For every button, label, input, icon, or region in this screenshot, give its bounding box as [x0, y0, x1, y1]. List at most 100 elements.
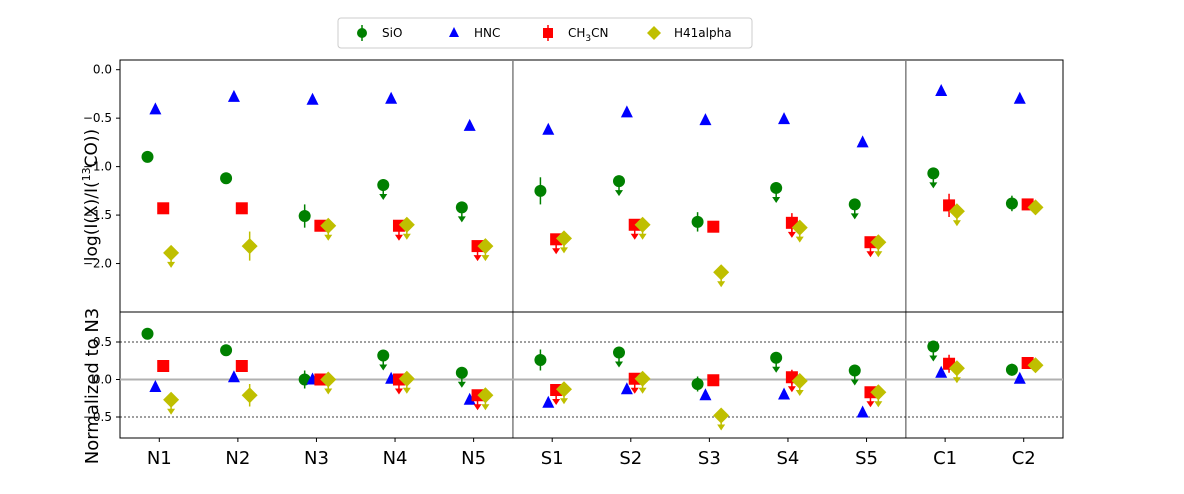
top-point-HNC-S4	[778, 112, 791, 125]
bottom-point-SiO-S5	[848, 364, 861, 377]
top-point-SiO-S4	[770, 181, 783, 194]
bottom-point-SiO-S3	[691, 378, 704, 390]
x-axis: N1 N2 N3 N4 N5 S1 S2 S3 S4 S5 C1 C2	[147, 438, 1036, 469]
top-point-SiO-C1	[927, 167, 940, 180]
top-point-CH3CN-N2	[235, 202, 248, 215]
top-point-H41alpha-S1	[555, 230, 572, 247]
top-point-SiO-N2	[220, 172, 233, 185]
bottom-point-SiO-S1	[534, 354, 547, 366]
legend-label-CH3CN: CH3CN	[568, 26, 609, 44]
top-ytick-label: −1.0	[83, 160, 112, 174]
bottom-point-SiO-C2	[1005, 363, 1018, 376]
top-point-H41alpha-S3	[713, 264, 730, 281]
bottom-point-H41alpha-N5	[477, 387, 494, 404]
bottom-point-H41alpha-N2	[241, 387, 258, 404]
bottom-point-HNC-S1	[542, 395, 555, 408]
top-panel-ylabel: log(I(X)/I(13CO))	[80, 129, 102, 261]
top-ytick-label: −1.5	[83, 208, 112, 222]
bottom-ytick-label: −0.5	[83, 410, 112, 424]
bottom-point-H41alpha-N3	[320, 371, 337, 388]
top-point-HNC-N1	[149, 102, 162, 115]
xtick-label-S1: S1	[541, 448, 564, 469]
bottom-point-H41alpha-C1	[948, 360, 965, 377]
bottom-point-CH3CN-S3	[707, 374, 720, 387]
bottom-point-HNC-N2	[227, 370, 240, 383]
xtick-label-S3: S3	[698, 448, 721, 469]
top-point-H41alpha-N5	[477, 238, 494, 255]
bottom-point-HNC-S5	[856, 405, 869, 418]
xtick-label-N4: N4	[383, 448, 408, 469]
bottom-panel-ylabel: Normalized to N3	[82, 308, 103, 465]
top-point-HNC-N2	[227, 89, 240, 102]
top-point-CH3CN-S3	[707, 220, 720, 233]
top-point-CH3CN-N1	[157, 202, 170, 215]
top-ytick-label: −2.0	[83, 257, 112, 271]
xtick-label-C1: C1	[933, 448, 957, 469]
bottom-point-CH3CN-N2	[235, 360, 248, 372]
bottom-point-HNC-N5	[463, 392, 476, 405]
xtick-label-C2: C2	[1012, 448, 1036, 469]
bottom-point-H41alpha-S3	[713, 407, 730, 424]
xtick-label-S2: S2	[619, 448, 642, 469]
legend-label-H41alpha: H41alpha	[674, 26, 732, 40]
legend-marker-HNC	[449, 27, 459, 37]
legend-marker-CH3CN	[543, 28, 553, 38]
bottom-point-HNC-S2	[620, 382, 633, 395]
top-point-H41alpha-S2	[634, 216, 651, 233]
legend-marker-SiO	[357, 28, 367, 38]
top-point-H41alpha-N3	[320, 217, 337, 234]
top-point-H41alpha-C2	[1027, 199, 1044, 216]
bottom-point-SiO-N1	[141, 327, 154, 340]
bottom-point-H41alpha-C2	[1027, 357, 1044, 374]
top-point-H41alpha-C1	[948, 203, 965, 220]
top-point-HNC-S3	[699, 113, 712, 126]
top-point-SiO-S5	[848, 198, 861, 211]
top-point-H41alpha-N1	[163, 244, 180, 261]
top-point-HNC-N3	[306, 92, 319, 105]
xtick-label-S4: S4	[777, 448, 800, 469]
top-ytick-label: −0.5	[83, 111, 112, 125]
bottom-point-HNC-N1	[149, 380, 162, 392]
top-point-H41alpha-S4	[791, 219, 808, 236]
bottom-panel-frame	[119, 311, 1064, 439]
top-point-HNC-N4	[385, 91, 398, 104]
bottom-point-SiO-S2	[613, 346, 626, 359]
bottom-ytick-label: 0.0	[93, 373, 112, 387]
bottom-point-H41alpha-S5	[870, 384, 887, 401]
bottom-ytick-label: 0.5	[93, 335, 112, 349]
bottom-point-HNC-C1	[935, 365, 948, 378]
legend-marker-H41alpha	[647, 26, 661, 40]
top-point-SiO-N5	[455, 201, 468, 214]
top-point-SiO-N1	[141, 150, 154, 163]
top-point-HNC-S5	[856, 135, 869, 148]
bottom-point-H41alpha-S2	[634, 370, 651, 387]
xtick-label-S5: S5	[855, 448, 878, 469]
bottom-point-CH3CN-C2	[1021, 357, 1034, 369]
bottom-point-SiO-N4	[377, 349, 390, 362]
top-point-SiO-S3	[691, 215, 704, 228]
top-point-H41alpha-N2	[241, 238, 258, 255]
xtick-label-N3: N3	[304, 448, 329, 469]
top-point-H41alpha-N4	[398, 216, 415, 233]
top-point-HNC-N5	[463, 118, 476, 131]
bottom-point-SiO-S4	[770, 351, 783, 364]
top-point-CH3CN-C2	[1021, 198, 1034, 211]
top-point-HNC-S2	[620, 105, 633, 118]
top-point-HNC-S1	[542, 122, 555, 135]
bottom-point-H41alpha-S4	[791, 373, 808, 389]
bottom-point-SiO-C1	[927, 340, 940, 353]
top-point-HNC-C2	[1013, 91, 1026, 104]
bottom-point-HNC-S3	[699, 388, 712, 401]
bottom-point-CH3CN-N1	[157, 360, 170, 372]
xtick-label-N5: N5	[461, 448, 486, 469]
bottom-panel: 0.5 0.0 −0.5	[83, 311, 1064, 439]
bottom-point-HNC-C2	[1013, 371, 1026, 384]
top-point-SiO-N3	[298, 210, 311, 223]
legend-label-HNC: HNC	[474, 26, 500, 40]
top-ytick-label: 0.0	[93, 63, 112, 77]
bottom-point-HNC-S4	[778, 387, 791, 400]
top-point-SiO-S2	[613, 175, 626, 188]
top-point-SiO-S1	[534, 184, 547, 197]
xtick-label-N1: N1	[147, 448, 172, 469]
